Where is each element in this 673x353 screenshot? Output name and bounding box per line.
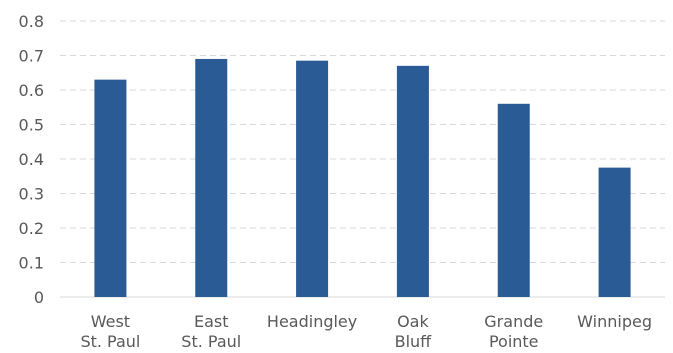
bar	[396, 65, 429, 297]
x-category-label-line: Pointe	[489, 332, 539, 351]
bar	[497, 103, 530, 297]
y-tick-label: 0.7	[19, 47, 44, 66]
x-category-label-line: East	[194, 312, 229, 331]
x-category-label: Headingley	[267, 312, 357, 331]
x-category-label-line: St. Paul	[181, 332, 241, 351]
y-tick-label: 0.8	[19, 12, 44, 31]
x-category-label-line: Headingley	[267, 312, 357, 331]
y-tick-label: 0.6	[19, 81, 44, 100]
bar	[598, 167, 631, 297]
bar	[296, 60, 329, 297]
x-category-label-line: Grande	[484, 312, 543, 331]
y-tick-label: 0.5	[19, 116, 44, 135]
x-category-label: Oak Bluff	[395, 312, 433, 351]
y-tick-label: 0.3	[19, 185, 44, 204]
x-category-label: Grande Pointe	[484, 312, 543, 351]
x-category-label-line: Oak	[397, 312, 429, 331]
grid-lines	[60, 20, 665, 298]
x-category-label-line: St. Paul	[80, 332, 140, 351]
y-tick-label: 0.4	[19, 150, 44, 169]
y-tick-label: 0.2	[19, 219, 44, 238]
y-tick-label: 0	[34, 288, 44, 307]
bar	[195, 58, 228, 298]
x-category-label-line: Winnipeg	[577, 312, 652, 331]
y-axis-ticks: 0 0.1 0.2 0.3 0.4 0.5 0.6 0.7 0.8	[19, 12, 44, 307]
x-category-label: West St. Paul	[80, 312, 140, 351]
x-category-label: Winnipeg	[577, 312, 652, 331]
y-tick-label: 0.1	[19, 254, 44, 273]
x-category-label-line: West	[91, 312, 130, 331]
x-category-label: East St. Paul	[181, 312, 241, 351]
bar	[94, 79, 127, 298]
bars	[94, 58, 631, 298]
x-category-label-line: Bluff	[395, 332, 433, 351]
